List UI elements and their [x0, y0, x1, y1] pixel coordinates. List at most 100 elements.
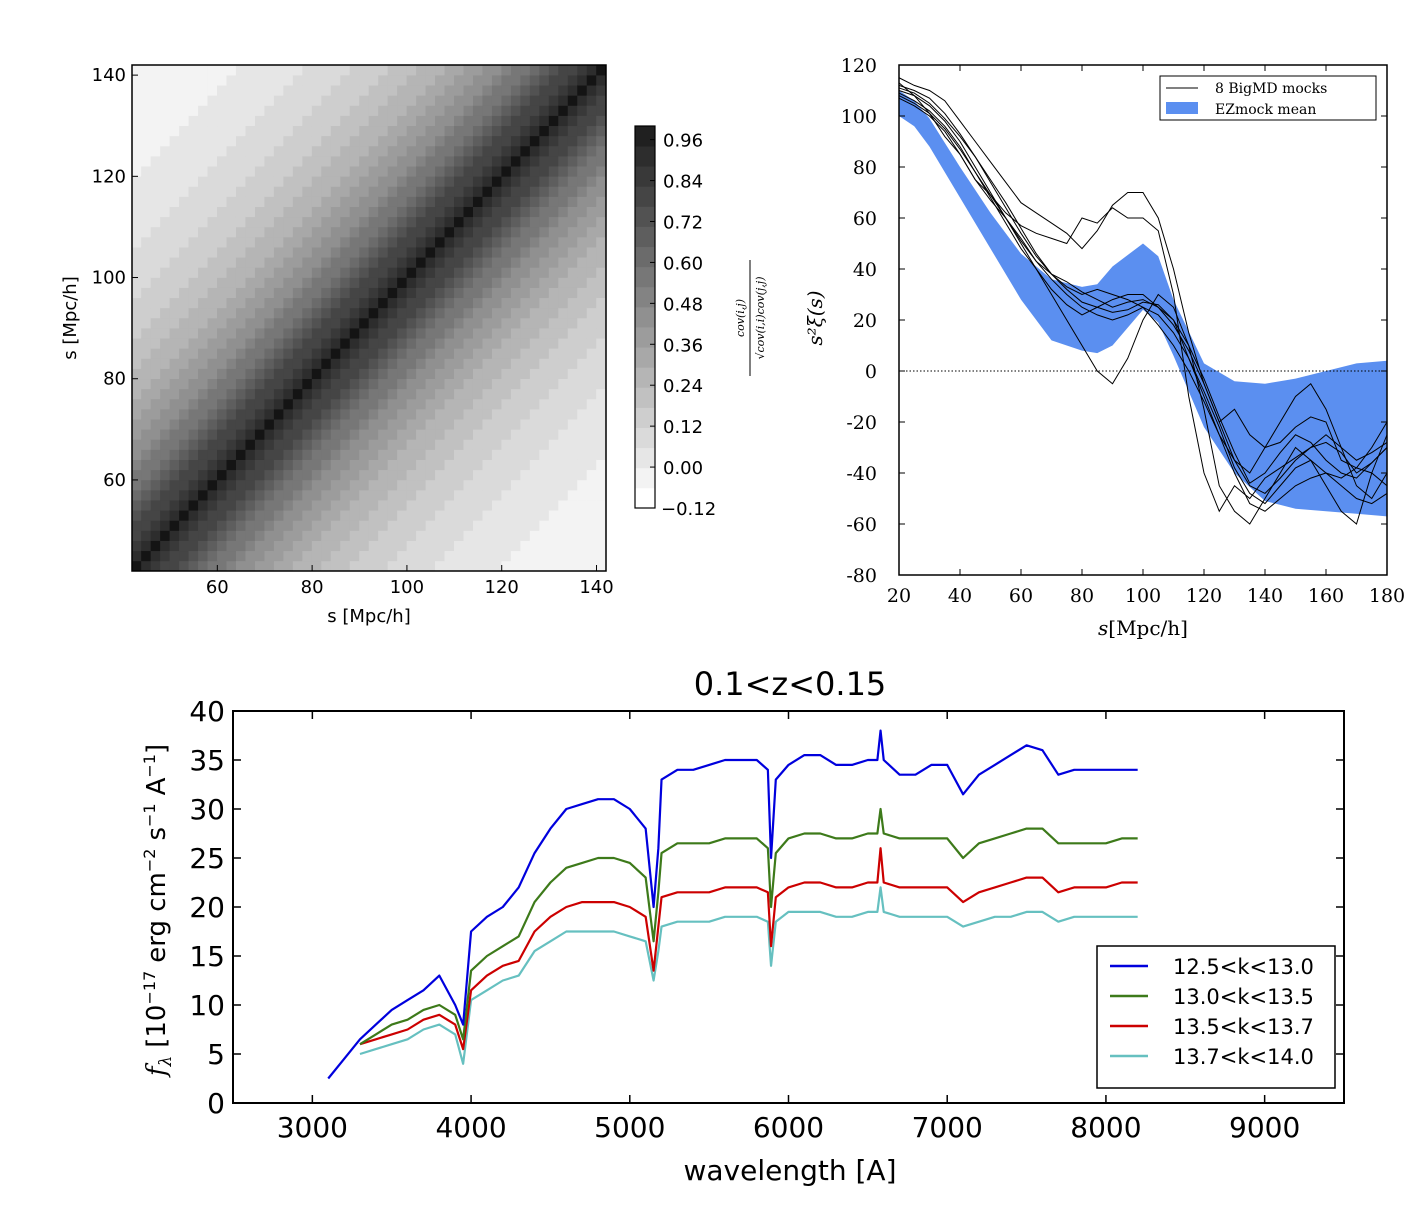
heatmap-cell	[359, 277, 370, 288]
heatmap-cell	[472, 327, 484, 339]
heatmap-cell	[359, 378, 370, 390]
heatmap-cell	[292, 368, 303, 380]
heatmap-cell	[226, 378, 237, 390]
heatmap-cell	[198, 418, 209, 430]
heatmap-cell	[150, 95, 161, 106]
heatmap-cell	[311, 267, 322, 278]
heatmap-cell	[131, 520, 142, 531]
heatmap-cell	[321, 176, 332, 187]
heatmap-cell	[567, 378, 578, 390]
heatmap-cell	[463, 74, 474, 86]
heatmap-cell	[539, 216, 550, 228]
heatmap-cell	[558, 429, 569, 440]
heatmap-cell	[245, 95, 256, 106]
heatmap-cell	[160, 236, 171, 248]
heatmap-cell	[491, 287, 503, 299]
heatmap-cell	[141, 297, 152, 309]
heatmap-cell	[397, 489, 408, 501]
heatmap-cell	[406, 256, 417, 268]
heatmap-cell	[141, 105, 152, 116]
correlation-y-tick-label: 80	[853, 157, 877, 179]
heatmap-cell	[292, 105, 303, 116]
heatmap-cell	[292, 115, 303, 127]
heatmap-cell	[501, 216, 512, 228]
heatmap-cell	[577, 459, 588, 471]
heatmap-cell	[397, 509, 408, 521]
heatmap-cell	[283, 317, 294, 329]
heatmap-cell	[179, 560, 190, 572]
heatmap-cell	[179, 216, 190, 228]
heatmap-y-label: s [Mpc/h]	[60, 276, 81, 359]
heatmap-cell	[235, 388, 247, 400]
heatmap-cell	[444, 216, 455, 228]
heatmap-cell	[510, 155, 521, 167]
heatmap-cell	[273, 226, 284, 238]
heatmap-cell	[548, 317, 559, 329]
heatmap-cell	[292, 348, 303, 359]
colorbar-tick-label: 0.24	[663, 376, 703, 397]
heatmap-cell	[292, 509, 303, 521]
heatmap-cell	[169, 509, 180, 521]
heatmap-cell	[273, 307, 284, 319]
heatmap-cell	[245, 287, 256, 299]
heatmap-cell	[340, 550, 351, 562]
heatmap-cell	[387, 429, 398, 440]
heatmap-cell	[567, 246, 578, 258]
heatmap-cell	[160, 176, 171, 187]
heatmap-cell	[311, 84, 322, 96]
heatmap-cell	[359, 196, 370, 207]
heatmap-cell	[207, 307, 218, 319]
heatmap-cell	[406, 135, 417, 147]
heatmap-cell	[472, 388, 484, 400]
heatmap-cell	[406, 84, 417, 96]
heatmap-cell	[302, 540, 313, 552]
heatmap-cell	[311, 479, 322, 491]
heatmap-cell	[472, 84, 484, 96]
heatmap-cell	[387, 449, 398, 460]
heatmap-cell	[491, 267, 503, 278]
heatmap-cell	[454, 530, 465, 541]
heatmap-cell	[548, 115, 559, 127]
heatmap-cell	[510, 408, 521, 420]
heatmap-cell	[435, 358, 446, 369]
heatmap-cell	[397, 378, 408, 390]
heatmap-cell	[378, 267, 389, 278]
heatmap-cell	[273, 418, 284, 430]
heatmap-cell	[264, 368, 275, 380]
heatmap-cell	[235, 348, 247, 359]
heatmap-cell	[596, 246, 607, 258]
heatmap-cell	[359, 479, 370, 491]
heatmap-cell	[160, 267, 171, 278]
heatmap-cell	[302, 479, 313, 491]
heatmap-cell	[472, 489, 484, 501]
heatmap-cell	[302, 105, 313, 116]
heatmap-cell	[254, 216, 266, 228]
heatmap-cell	[577, 277, 588, 288]
heatmap-cell	[586, 337, 597, 349]
heatmap-cell	[548, 378, 559, 390]
heatmap-cell	[491, 368, 503, 380]
heatmap-cell	[539, 530, 550, 541]
heatmap-cell	[150, 105, 161, 116]
heatmap-cell	[359, 368, 370, 380]
heatmap-cell	[472, 216, 484, 228]
heatmap-cell	[454, 358, 465, 369]
heatmap-cell	[596, 378, 607, 390]
heatmap-cell	[548, 155, 559, 167]
heatmap-cell	[349, 418, 360, 430]
heatmap-cell	[491, 378, 503, 390]
heatmap-cell	[548, 145, 559, 157]
heatmap-cell	[321, 74, 332, 86]
heatmap-cell	[482, 216, 493, 228]
heatmap-cell	[416, 176, 427, 187]
heatmap-cell	[217, 287, 228, 299]
heatmap-cell	[217, 105, 228, 116]
heatmap-cell	[425, 469, 436, 481]
heatmap-cell	[359, 550, 370, 562]
heatmap-cell	[577, 560, 588, 572]
heatmap-cell	[349, 368, 360, 380]
correlation-y-tick-label: 100	[841, 106, 877, 128]
heatmap-cell	[207, 216, 218, 228]
heatmap-cell	[150, 125, 161, 137]
heatmap-cell	[359, 489, 370, 501]
